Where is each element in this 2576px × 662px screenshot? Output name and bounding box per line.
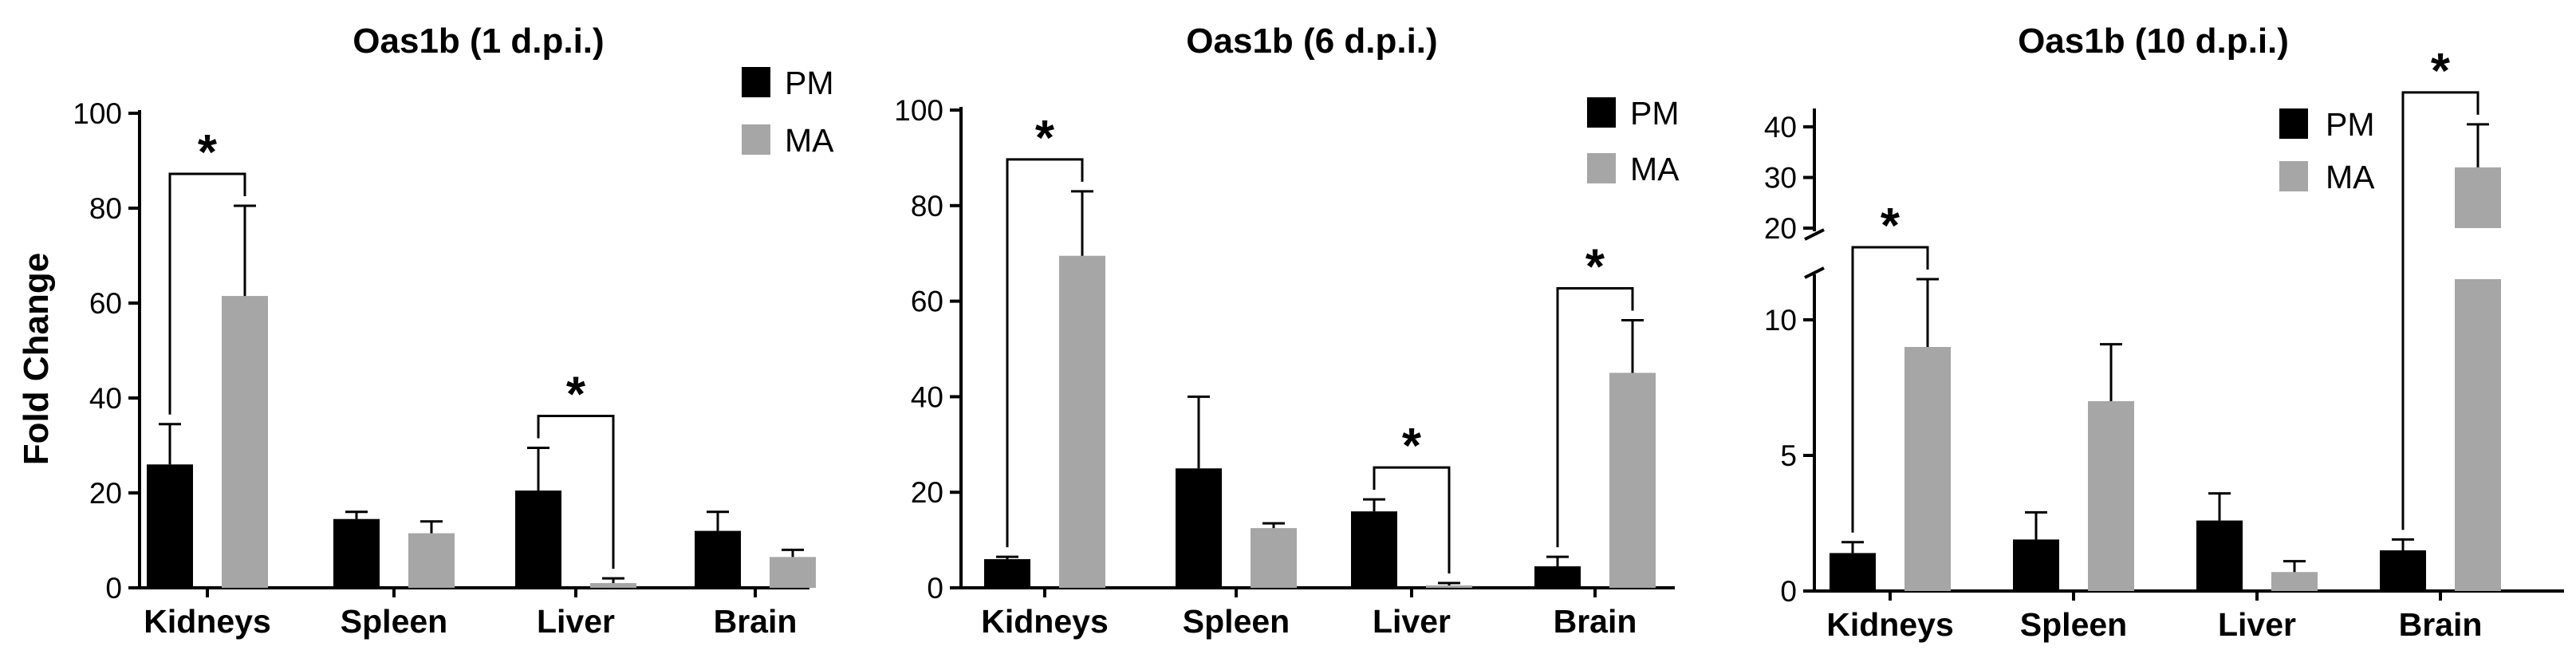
y-tick-label: 40 [89, 382, 122, 415]
y-tick-label: 20 [89, 477, 122, 510]
significance-star: * [566, 367, 586, 422]
significance-star: * [1035, 111, 1055, 166]
ma-bar-spleen [408, 533, 455, 588]
chart-title: Oas1b (6 d.p.i.) [1186, 22, 1437, 61]
pm-bar-kidneys [984, 559, 1030, 588]
pm-bar-liver [2196, 520, 2243, 591]
pm-bar-liver [1351, 511, 1397, 588]
legend-swatch-ma [2279, 161, 2308, 191]
x-tick-label: Liver [537, 603, 615, 640]
chart-panel-6-dpi: Oas1b (6 d.p.i.) PM MA 0 20 40 60 80 100 Kidne… [894, 22, 1680, 640]
chart-title: Oas1b (1 d.p.i.) [353, 22, 604, 61]
chart-panel-10-dpi: Oas1b (10 d.p.i.) PM MA 0 5 10 20 30 40 Kidney… [1764, 22, 2564, 643]
ma-bar-kidneys [1059, 255, 1105, 588]
x-tick-label: Brain [714, 603, 798, 640]
ma-bar-kidneys [222, 296, 268, 588]
axis-break-mark [1804, 228, 1825, 241]
significance-star: * [1881, 199, 1900, 254]
ma-bar-brain [2455, 279, 2501, 591]
y-tick-label: 100 [73, 97, 122, 130]
y-tick-label: 20 [911, 476, 943, 509]
legend-swatch-pm [1587, 97, 1616, 128]
pm-bar-spleen [1176, 468, 1222, 588]
legend-label-ma: MA [785, 122, 834, 159]
significance-bracket [537, 414, 615, 569]
x-tick-label: Brain [1554, 603, 1637, 640]
y-tick-label: 30 [1764, 162, 1797, 195]
y-tick-label: 0 [1780, 575, 1797, 608]
ma-bar-brain-upper [2455, 167, 2501, 228]
x-tick-label: Spleen [1183, 603, 1290, 640]
legend-label-ma: MA [2326, 159, 2375, 195]
legend-label-pm: PM [785, 65, 834, 101]
x-tick-label: Kidneys [144, 603, 271, 640]
significance-star: * [2431, 44, 2451, 99]
y-axis-label: Fold Change [17, 253, 56, 465]
legend-swatch-ma [1587, 153, 1616, 183]
legend: PM MA [742, 65, 834, 159]
y-tick-label: 60 [89, 287, 122, 320]
y-tick-label: 60 [911, 286, 943, 318]
y-tick-label: 40 [911, 380, 943, 413]
y-tick-label: 40 [1764, 111, 1797, 144]
y-tick-label: 80 [911, 190, 943, 223]
pm-bar-kidneys [1830, 553, 1876, 591]
pm-bar-spleen [333, 518, 380, 588]
x-tick-label: Spleen [341, 603, 447, 640]
legend-label-pm: PM [2326, 106, 2375, 143]
y-tick-label: 80 [89, 192, 122, 225]
y-tick-label: 100 [894, 94, 943, 127]
chart-title: Oas1b (10 d.p.i.) [2018, 22, 2289, 61]
legend: PM MA [2279, 106, 2375, 195]
y-tick-label: 20 [1764, 212, 1797, 245]
pm-bar-kidneys [147, 464, 193, 588]
y-tick-label: 0 [927, 572, 943, 605]
ma-bar-liver [2271, 572, 2318, 591]
legend-label-ma: MA [1630, 151, 1680, 187]
pm-bar-spleen [2013, 539, 2059, 591]
y-tick-label: 5 [1780, 439, 1797, 472]
ma-bar-brain [1609, 372, 1656, 588]
significance-bracket [1373, 466, 1451, 574]
ma-bar-liver [590, 583, 636, 588]
ma-bar-spleen [1251, 528, 1297, 588]
legend-swatch-ma [742, 124, 770, 155]
x-tick-label: Liver [2218, 606, 2296, 643]
significance-bracket [1851, 246, 1929, 533]
axis-break-mark [1804, 266, 1825, 279]
y-tick-label: 10 [1764, 304, 1797, 337]
y-tick-label: 0 [105, 572, 122, 605]
pm-bar-liver [515, 491, 561, 588]
pm-bar-brain [2380, 550, 2426, 591]
ma-bar-kidneys [1904, 347, 1951, 591]
significance-bracket [168, 172, 246, 415]
pm-bar-brain [695, 530, 741, 588]
chart-panel-1-dpi: Oas1b (1 d.p.i.) Fold Change PM MA 0 20 40… [17, 22, 834, 640]
ma-bar-spleen [2088, 401, 2134, 591]
x-tick-label: Kidneys [981, 603, 1109, 640]
significance-bracket [1006, 158, 1084, 548]
ma-bar-brain [770, 557, 816, 588]
significance-bracket [2401, 91, 2479, 530]
significance-star: * [1585, 240, 1605, 295]
ma-bar-liver [1426, 585, 1472, 588]
legend-label-pm: PM [1630, 95, 1680, 132]
x-tick-label: Brain [2399, 606, 2483, 643]
significance-star: * [198, 125, 218, 180]
pm-bar-brain [1534, 566, 1581, 588]
x-tick-label: Kidneys [1826, 606, 1954, 643]
x-tick-label: Liver [1373, 603, 1451, 640]
legend-swatch-pm [742, 67, 770, 97]
significance-star: * [1402, 419, 1422, 474]
significance-bracket [1556, 287, 1634, 548]
legend-swatch-pm [2279, 108, 2308, 139]
legend: PM MA [1587, 95, 1680, 187]
x-tick-label: Spleen [2020, 606, 2127, 643]
